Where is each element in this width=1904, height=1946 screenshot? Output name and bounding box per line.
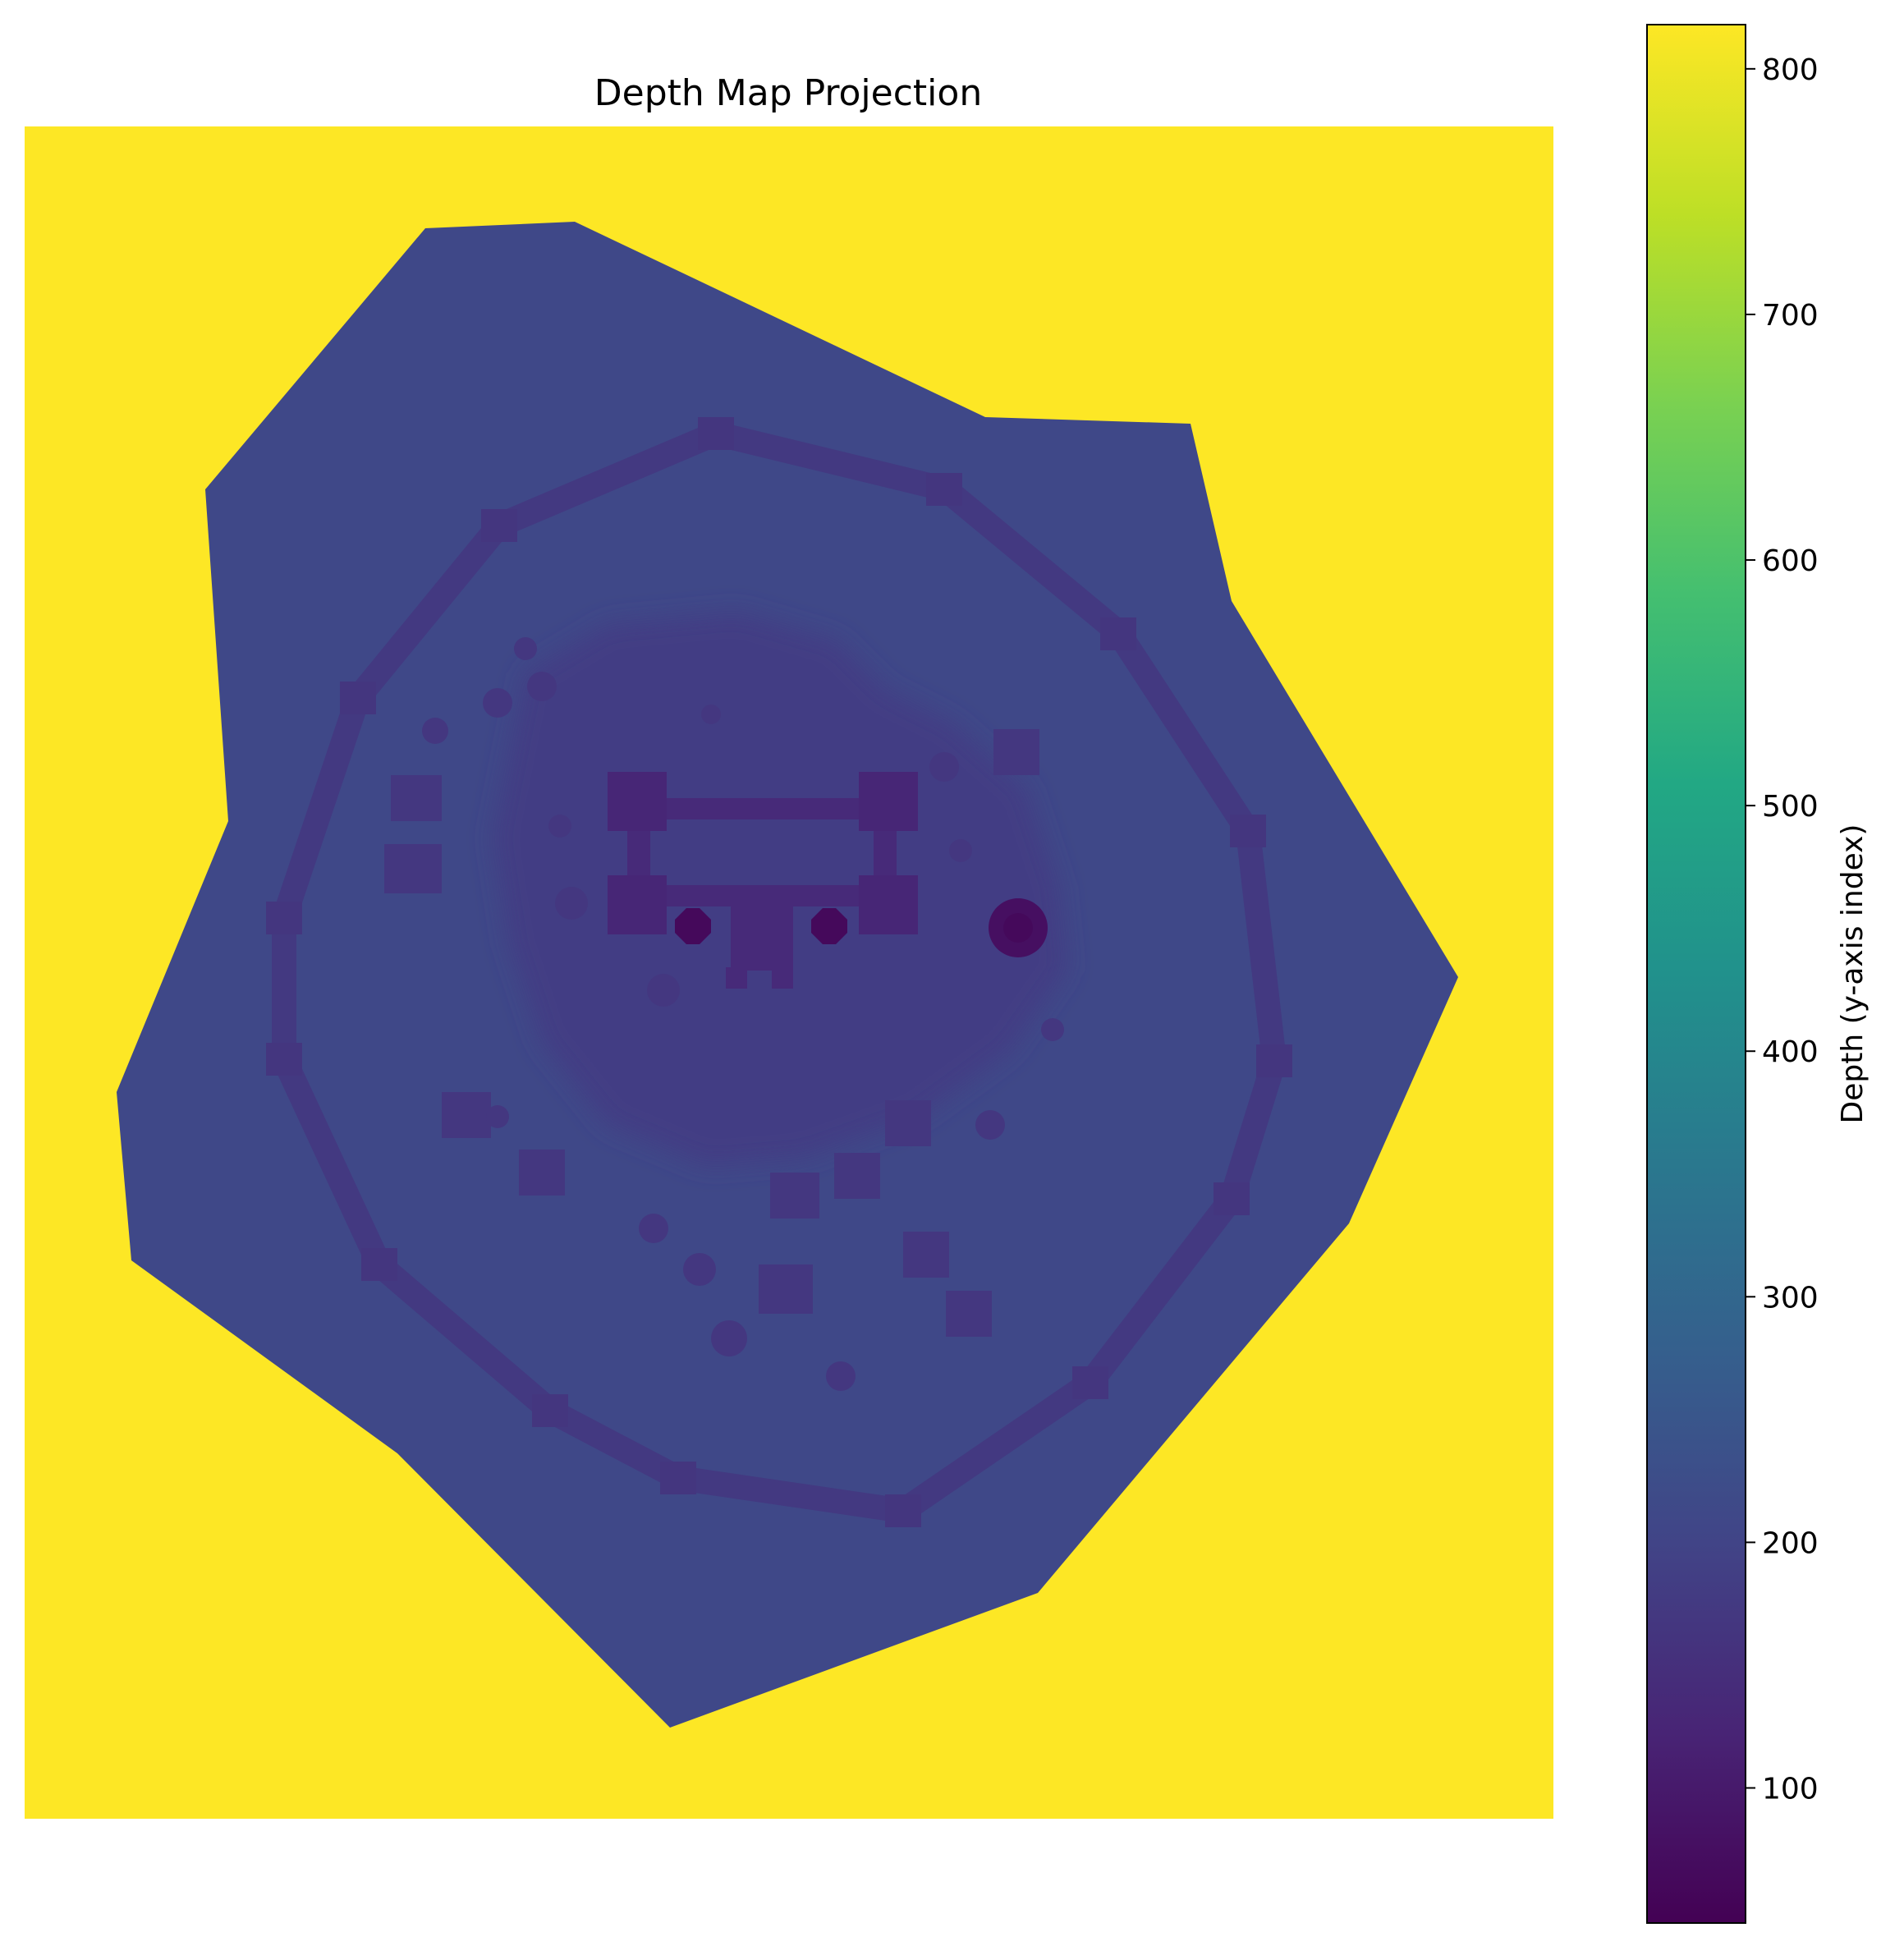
wall-tower (532, 1394, 568, 1427)
colorbar-tick-label: 500 (1762, 790, 1819, 824)
wall-tower (660, 1462, 696, 1494)
buildings (384, 637, 1064, 1391)
outer-wall (272, 421, 1287, 1523)
wall-tower (926, 473, 962, 506)
heatmap-image (25, 126, 1553, 1819)
wall-tower (698, 417, 734, 450)
keep-tower (859, 772, 918, 831)
building (993, 729, 1039, 775)
building-round (483, 688, 512, 718)
octagon-post (675, 908, 711, 944)
chart-title: Depth Map Projection (594, 72, 982, 114)
wall-tower (1214, 1182, 1250, 1215)
building-round (486, 1105, 509, 1128)
building-round (711, 1320, 747, 1356)
building-round (548, 815, 571, 838)
wall-tower (361, 1248, 397, 1281)
wall-tower (266, 1043, 302, 1076)
octagon-post (811, 908, 847, 944)
wall-towers (266, 417, 1292, 1527)
colorbar-tick-label: 300 (1762, 1281, 1819, 1315)
building (903, 1232, 949, 1278)
colorbar-label: Depth (y-axis index) (1836, 824, 1870, 1124)
building (770, 1173, 819, 1219)
building-round (555, 887, 588, 920)
building-round (639, 1214, 668, 1243)
colorbar-gradient (1646, 24, 1746, 1924)
wall-tower (1100, 617, 1136, 650)
colorbar-tick-label: 200 (1762, 1526, 1819, 1560)
building-round (826, 1361, 856, 1391)
keep-tower (859, 875, 918, 934)
building-round (422, 718, 448, 744)
keep-tower (608, 875, 667, 934)
wall-tower (1230, 815, 1266, 847)
octagon-posts (675, 908, 847, 944)
keep-tower (608, 772, 667, 831)
building-round (647, 974, 680, 1007)
colorbar-tick-label: 400 (1762, 1035, 1819, 1069)
building (391, 775, 442, 821)
building (384, 844, 442, 893)
wall-tower (885, 1494, 921, 1527)
wall-tower (1072, 1366, 1108, 1399)
building-round (514, 637, 537, 660)
colorbar-tick-label: 800 (1762, 53, 1819, 87)
colorbar-tick-label: 100 (1762, 1772, 1819, 1806)
building-round (1041, 1018, 1064, 1041)
wall-tower (266, 902, 302, 934)
building-round (527, 672, 557, 701)
building-round (949, 839, 972, 862)
keep-gate-post (772, 967, 793, 989)
colorbar-tick-label: 700 (1762, 299, 1819, 333)
wall-tower (481, 509, 517, 542)
wall-tower (1256, 1044, 1292, 1077)
building (834, 1153, 880, 1199)
building-round (683, 1253, 716, 1286)
colorbar-tick-label: 600 (1762, 544, 1819, 578)
keep-towers (608, 772, 918, 934)
building-round (975, 1110, 1005, 1140)
building (946, 1291, 992, 1337)
wall-tower (340, 682, 376, 714)
colorbar: 100 200 300 400 500 600 700 800 Depth (y-axis i… (1646, 24, 1870, 1924)
building (442, 1092, 491, 1138)
well-group (989, 898, 1048, 957)
building (759, 1264, 813, 1314)
building-round (929, 752, 959, 782)
well-core (1003, 913, 1033, 943)
building (519, 1150, 565, 1196)
keep-gatehouse (731, 900, 793, 971)
building (885, 1100, 931, 1146)
colorbar-ticks: 100 200 300 400 500 600 700 800 (1746, 53, 1819, 1806)
building-round (701, 705, 721, 724)
keep-north-hall (631, 798, 877, 819)
keep-gate-post (726, 967, 747, 989)
